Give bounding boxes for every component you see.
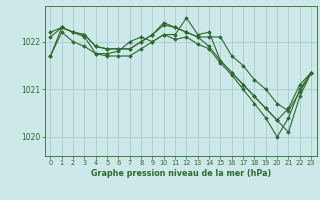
X-axis label: Graphe pression niveau de la mer (hPa): Graphe pression niveau de la mer (hPa) [91,169,271,178]
